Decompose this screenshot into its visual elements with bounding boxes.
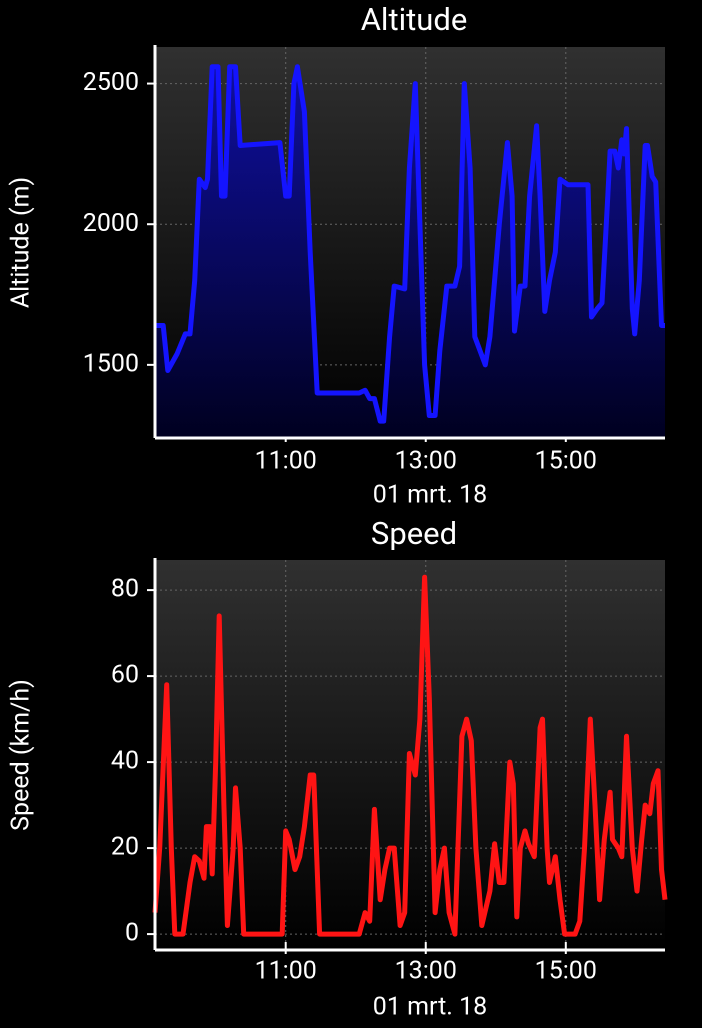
y-axis-label: Altitude (m) xyxy=(7,177,36,308)
y-tick-label: 0 xyxy=(125,919,139,948)
x-tick-label: 15:00 xyxy=(535,447,597,476)
line xyxy=(155,64,665,424)
x-tick-label: 13:00 xyxy=(395,447,457,476)
y-tick-label: 60 xyxy=(111,661,139,690)
line xyxy=(152,574,668,937)
x-tick-label: 11:00 xyxy=(255,957,317,986)
y-tick-label: 80 xyxy=(111,575,139,604)
y-tick-label: 2500 xyxy=(83,68,139,97)
x-axis-label: 01 mrt. 18 xyxy=(373,993,487,1022)
y-tick-label: 1500 xyxy=(83,349,139,378)
chart-title: Altitude xyxy=(361,1,468,38)
y-tick-label: 2000 xyxy=(83,209,139,238)
x-tick-label: 13:00 xyxy=(395,957,457,986)
y-tick-label: 20 xyxy=(111,833,139,862)
x-tick-label: 11:00 xyxy=(255,447,317,476)
y-axis-label: Speed (km/h) xyxy=(7,679,36,831)
x-axis-label: 01 mrt. 18 xyxy=(373,481,487,510)
chart-title: Speed xyxy=(371,515,457,552)
x-tick-label: 15:00 xyxy=(535,957,597,986)
y-tick-label: 40 xyxy=(111,747,139,776)
